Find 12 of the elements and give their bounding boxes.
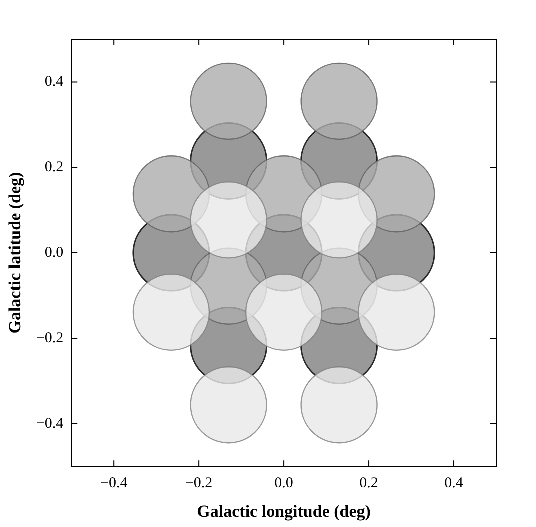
- x-tick-label: 0.0: [274, 476, 294, 492]
- y-tick-label: 0.2: [44, 160, 64, 176]
- x-tick-label: 0.2: [360, 476, 378, 492]
- y-tick-label: −0.4: [36, 416, 64, 432]
- y-axis-title: Galactic latitude (deg): [6, 172, 25, 334]
- x-tick-label: −0.4: [100, 476, 128, 492]
- y-tick-label: 0.0: [44, 244, 64, 261]
- x-tick-label: −0.2: [185, 476, 213, 492]
- x-tick-label: 0.4: [444, 476, 464, 492]
- y-tick-label: −0.2: [36, 330, 64, 346]
- y-tick-label: 0.4: [44, 74, 64, 90]
- x-axis-title: Galactic longitude (deg): [197, 502, 371, 522]
